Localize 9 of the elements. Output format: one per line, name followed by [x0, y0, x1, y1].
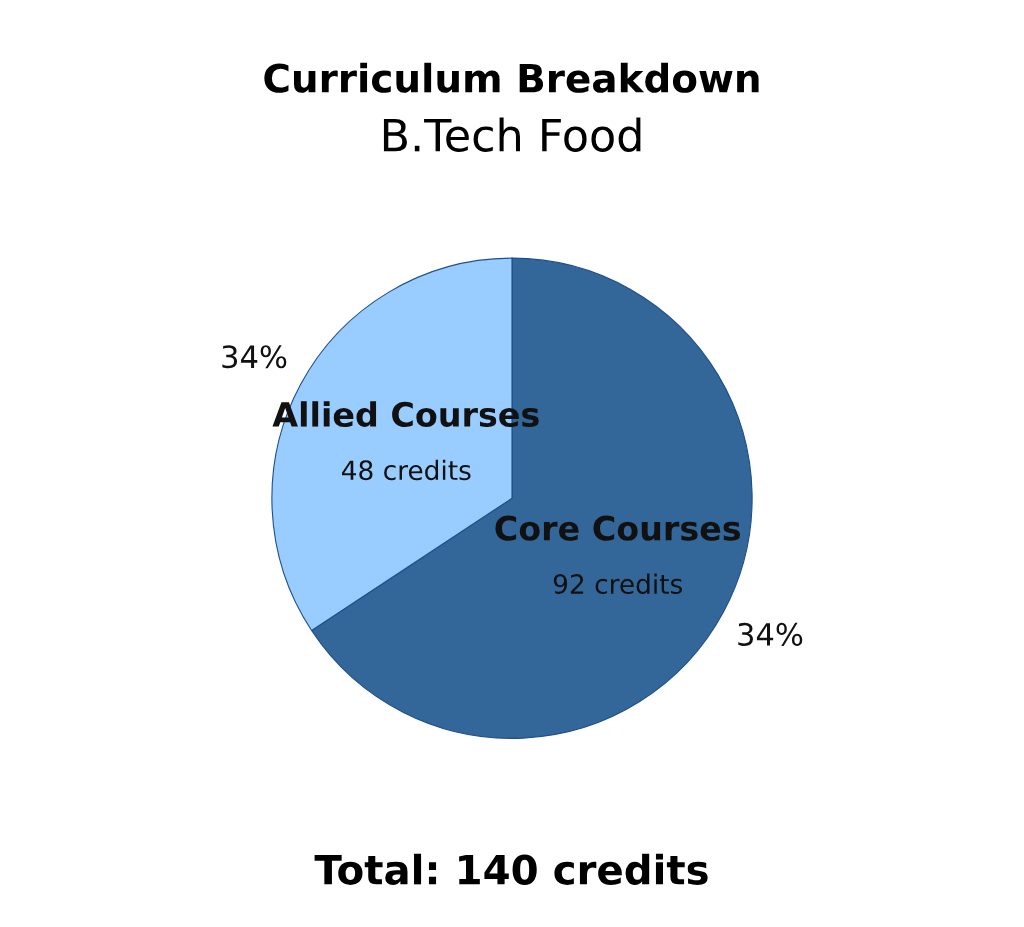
chart-title: Curriculum Breakdown — [264, 62, 759, 93]
slice-label: Allied Courses — [272, 401, 539, 428]
slice-label: Core Courses — [495, 515, 741, 541]
text: Total: 140 credits — [314, 853, 708, 885]
data-label: 92 credits — [553, 573, 682, 595]
text: 34% — [738, 622, 803, 646]
text: 34% — [222, 345, 287, 369]
chart-subtitle: B.Tech Food — [383, 117, 641, 152]
data-label: 48 credits — [342, 459, 471, 481]
